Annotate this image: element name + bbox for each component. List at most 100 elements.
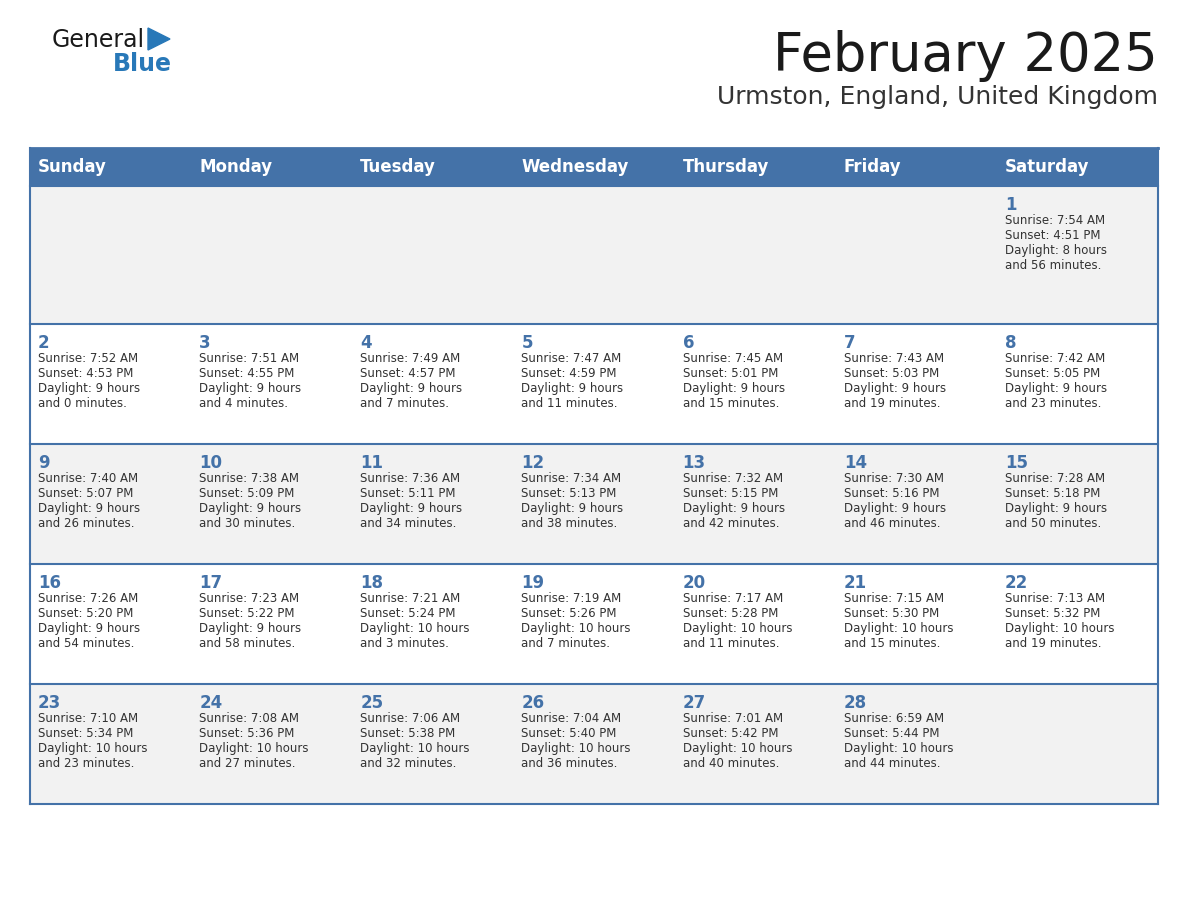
Text: 3: 3	[200, 334, 210, 352]
Text: Daylight: 9 hours: Daylight: 9 hours	[1005, 382, 1107, 395]
Bar	[30, 444, 191, 564]
Text: Sunset: 5:24 PM: Sunset: 5:24 PM	[360, 607, 456, 620]
Text: and 19 minutes.: and 19 minutes.	[1005, 637, 1101, 650]
Bar	[191, 684, 353, 804]
Text: Sunset: 4:51 PM: Sunset: 4:51 PM	[1005, 229, 1100, 242]
Text: Sunrise: 7:28 AM: Sunrise: 7:28 AM	[1005, 472, 1105, 485]
Text: Monday: Monday	[200, 158, 272, 176]
Text: Daylight: 10 hours: Daylight: 10 hours	[522, 742, 631, 755]
Bar	[513, 186, 675, 324]
Text: and 27 minutes.: and 27 minutes.	[200, 757, 296, 770]
Text: 9: 9	[38, 454, 50, 472]
Text: Daylight: 10 hours: Daylight: 10 hours	[683, 622, 792, 635]
Text: 7: 7	[843, 334, 855, 352]
Text: 4: 4	[360, 334, 372, 352]
Text: Sunrise: 7:26 AM: Sunrise: 7:26 AM	[38, 592, 138, 605]
Text: 18: 18	[360, 574, 384, 592]
Text: and 7 minutes.: and 7 minutes.	[522, 637, 611, 650]
Bar	[353, 684, 513, 804]
Text: and 19 minutes.: and 19 minutes.	[843, 397, 940, 410]
Text: Sunset: 5:38 PM: Sunset: 5:38 PM	[360, 727, 455, 740]
Text: 13: 13	[683, 454, 706, 472]
Text: Daylight: 10 hours: Daylight: 10 hours	[200, 742, 309, 755]
Text: Sunrise: 7:30 AM: Sunrise: 7:30 AM	[843, 472, 943, 485]
Text: Sunset: 4:57 PM: Sunset: 4:57 PM	[360, 367, 456, 380]
Text: Sunrise: 7:10 AM: Sunrise: 7:10 AM	[38, 712, 138, 725]
Bar	[997, 186, 1158, 324]
Bar	[675, 186, 835, 324]
Text: and 40 minutes.: and 40 minutes.	[683, 757, 779, 770]
Text: Sunrise: 7:49 AM: Sunrise: 7:49 AM	[360, 352, 461, 365]
Text: Sunday: Sunday	[38, 158, 107, 176]
Text: and 44 minutes.: and 44 minutes.	[843, 757, 940, 770]
Text: and 7 minutes.: and 7 minutes.	[360, 397, 449, 410]
Text: and 4 minutes.: and 4 minutes.	[200, 397, 289, 410]
Text: 10: 10	[200, 454, 222, 472]
Text: and 46 minutes.: and 46 minutes.	[843, 517, 940, 530]
Text: Daylight: 9 hours: Daylight: 9 hours	[38, 382, 140, 395]
Bar	[513, 444, 675, 564]
Text: Sunrise: 7:19 AM: Sunrise: 7:19 AM	[522, 592, 621, 605]
Text: and 42 minutes.: and 42 minutes.	[683, 517, 779, 530]
Text: Sunset: 5:30 PM: Sunset: 5:30 PM	[843, 607, 939, 620]
Text: Sunrise: 7:51 AM: Sunrise: 7:51 AM	[200, 352, 299, 365]
Bar	[30, 684, 191, 804]
Text: 2: 2	[38, 334, 50, 352]
Bar	[997, 684, 1158, 804]
Text: and 56 minutes.: and 56 minutes.	[1005, 259, 1101, 272]
Text: and 58 minutes.: and 58 minutes.	[200, 637, 296, 650]
Text: Sunrise: 7:36 AM: Sunrise: 7:36 AM	[360, 472, 461, 485]
Text: and 26 minutes.: and 26 minutes.	[38, 517, 134, 530]
Text: 23: 23	[38, 694, 62, 712]
Text: Sunset: 5:36 PM: Sunset: 5:36 PM	[200, 727, 295, 740]
Text: Sunset: 5:05 PM: Sunset: 5:05 PM	[1005, 367, 1100, 380]
Text: and 0 minutes.: and 0 minutes.	[38, 397, 127, 410]
Text: February 2025: February 2025	[773, 30, 1158, 82]
Text: Sunrise: 7:15 AM: Sunrise: 7:15 AM	[843, 592, 943, 605]
Bar	[835, 186, 997, 324]
Text: 15: 15	[1005, 454, 1028, 472]
Text: Daylight: 9 hours: Daylight: 9 hours	[200, 382, 302, 395]
Text: Sunset: 5:32 PM: Sunset: 5:32 PM	[1005, 607, 1100, 620]
Bar	[353, 564, 513, 684]
Text: Daylight: 10 hours: Daylight: 10 hours	[522, 622, 631, 635]
Polygon shape	[148, 28, 170, 50]
Text: Daylight: 9 hours: Daylight: 9 hours	[843, 382, 946, 395]
Text: Daylight: 9 hours: Daylight: 9 hours	[683, 382, 785, 395]
Bar	[191, 148, 353, 186]
Text: Sunrise: 7:23 AM: Sunrise: 7:23 AM	[200, 592, 299, 605]
Bar	[30, 186, 191, 324]
Text: and 11 minutes.: and 11 minutes.	[522, 397, 618, 410]
Text: 19: 19	[522, 574, 544, 592]
Text: Daylight: 9 hours: Daylight: 9 hours	[38, 502, 140, 515]
Text: Sunset: 5:11 PM: Sunset: 5:11 PM	[360, 487, 456, 500]
Text: Sunrise: 7:01 AM: Sunrise: 7:01 AM	[683, 712, 783, 725]
Text: Tuesday: Tuesday	[360, 158, 436, 176]
Text: Daylight: 9 hours: Daylight: 9 hours	[360, 502, 462, 515]
Text: 22: 22	[1005, 574, 1028, 592]
Text: and 32 minutes.: and 32 minutes.	[360, 757, 456, 770]
Bar	[191, 186, 353, 324]
Text: Sunrise: 7:17 AM: Sunrise: 7:17 AM	[683, 592, 783, 605]
Text: and 15 minutes.: and 15 minutes.	[843, 637, 940, 650]
Text: Daylight: 9 hours: Daylight: 9 hours	[1005, 502, 1107, 515]
Bar	[30, 564, 191, 684]
Text: Saturday: Saturday	[1005, 158, 1089, 176]
Bar	[997, 444, 1158, 564]
Text: Sunset: 5:44 PM: Sunset: 5:44 PM	[843, 727, 940, 740]
Bar	[835, 444, 997, 564]
Text: and 3 minutes.: and 3 minutes.	[360, 637, 449, 650]
Text: General: General	[52, 28, 145, 52]
Bar	[835, 148, 997, 186]
Text: Sunrise: 7:38 AM: Sunrise: 7:38 AM	[200, 472, 299, 485]
Text: Daylight: 9 hours: Daylight: 9 hours	[843, 502, 946, 515]
Text: 12: 12	[522, 454, 544, 472]
Text: Daylight: 10 hours: Daylight: 10 hours	[1005, 622, 1114, 635]
Text: Sunrise: 7:45 AM: Sunrise: 7:45 AM	[683, 352, 783, 365]
Bar	[675, 684, 835, 804]
Text: Sunset: 5:20 PM: Sunset: 5:20 PM	[38, 607, 133, 620]
Text: 24: 24	[200, 694, 222, 712]
Bar	[675, 148, 835, 186]
Text: Sunset: 5:40 PM: Sunset: 5:40 PM	[522, 727, 617, 740]
Text: Sunrise: 7:06 AM: Sunrise: 7:06 AM	[360, 712, 461, 725]
